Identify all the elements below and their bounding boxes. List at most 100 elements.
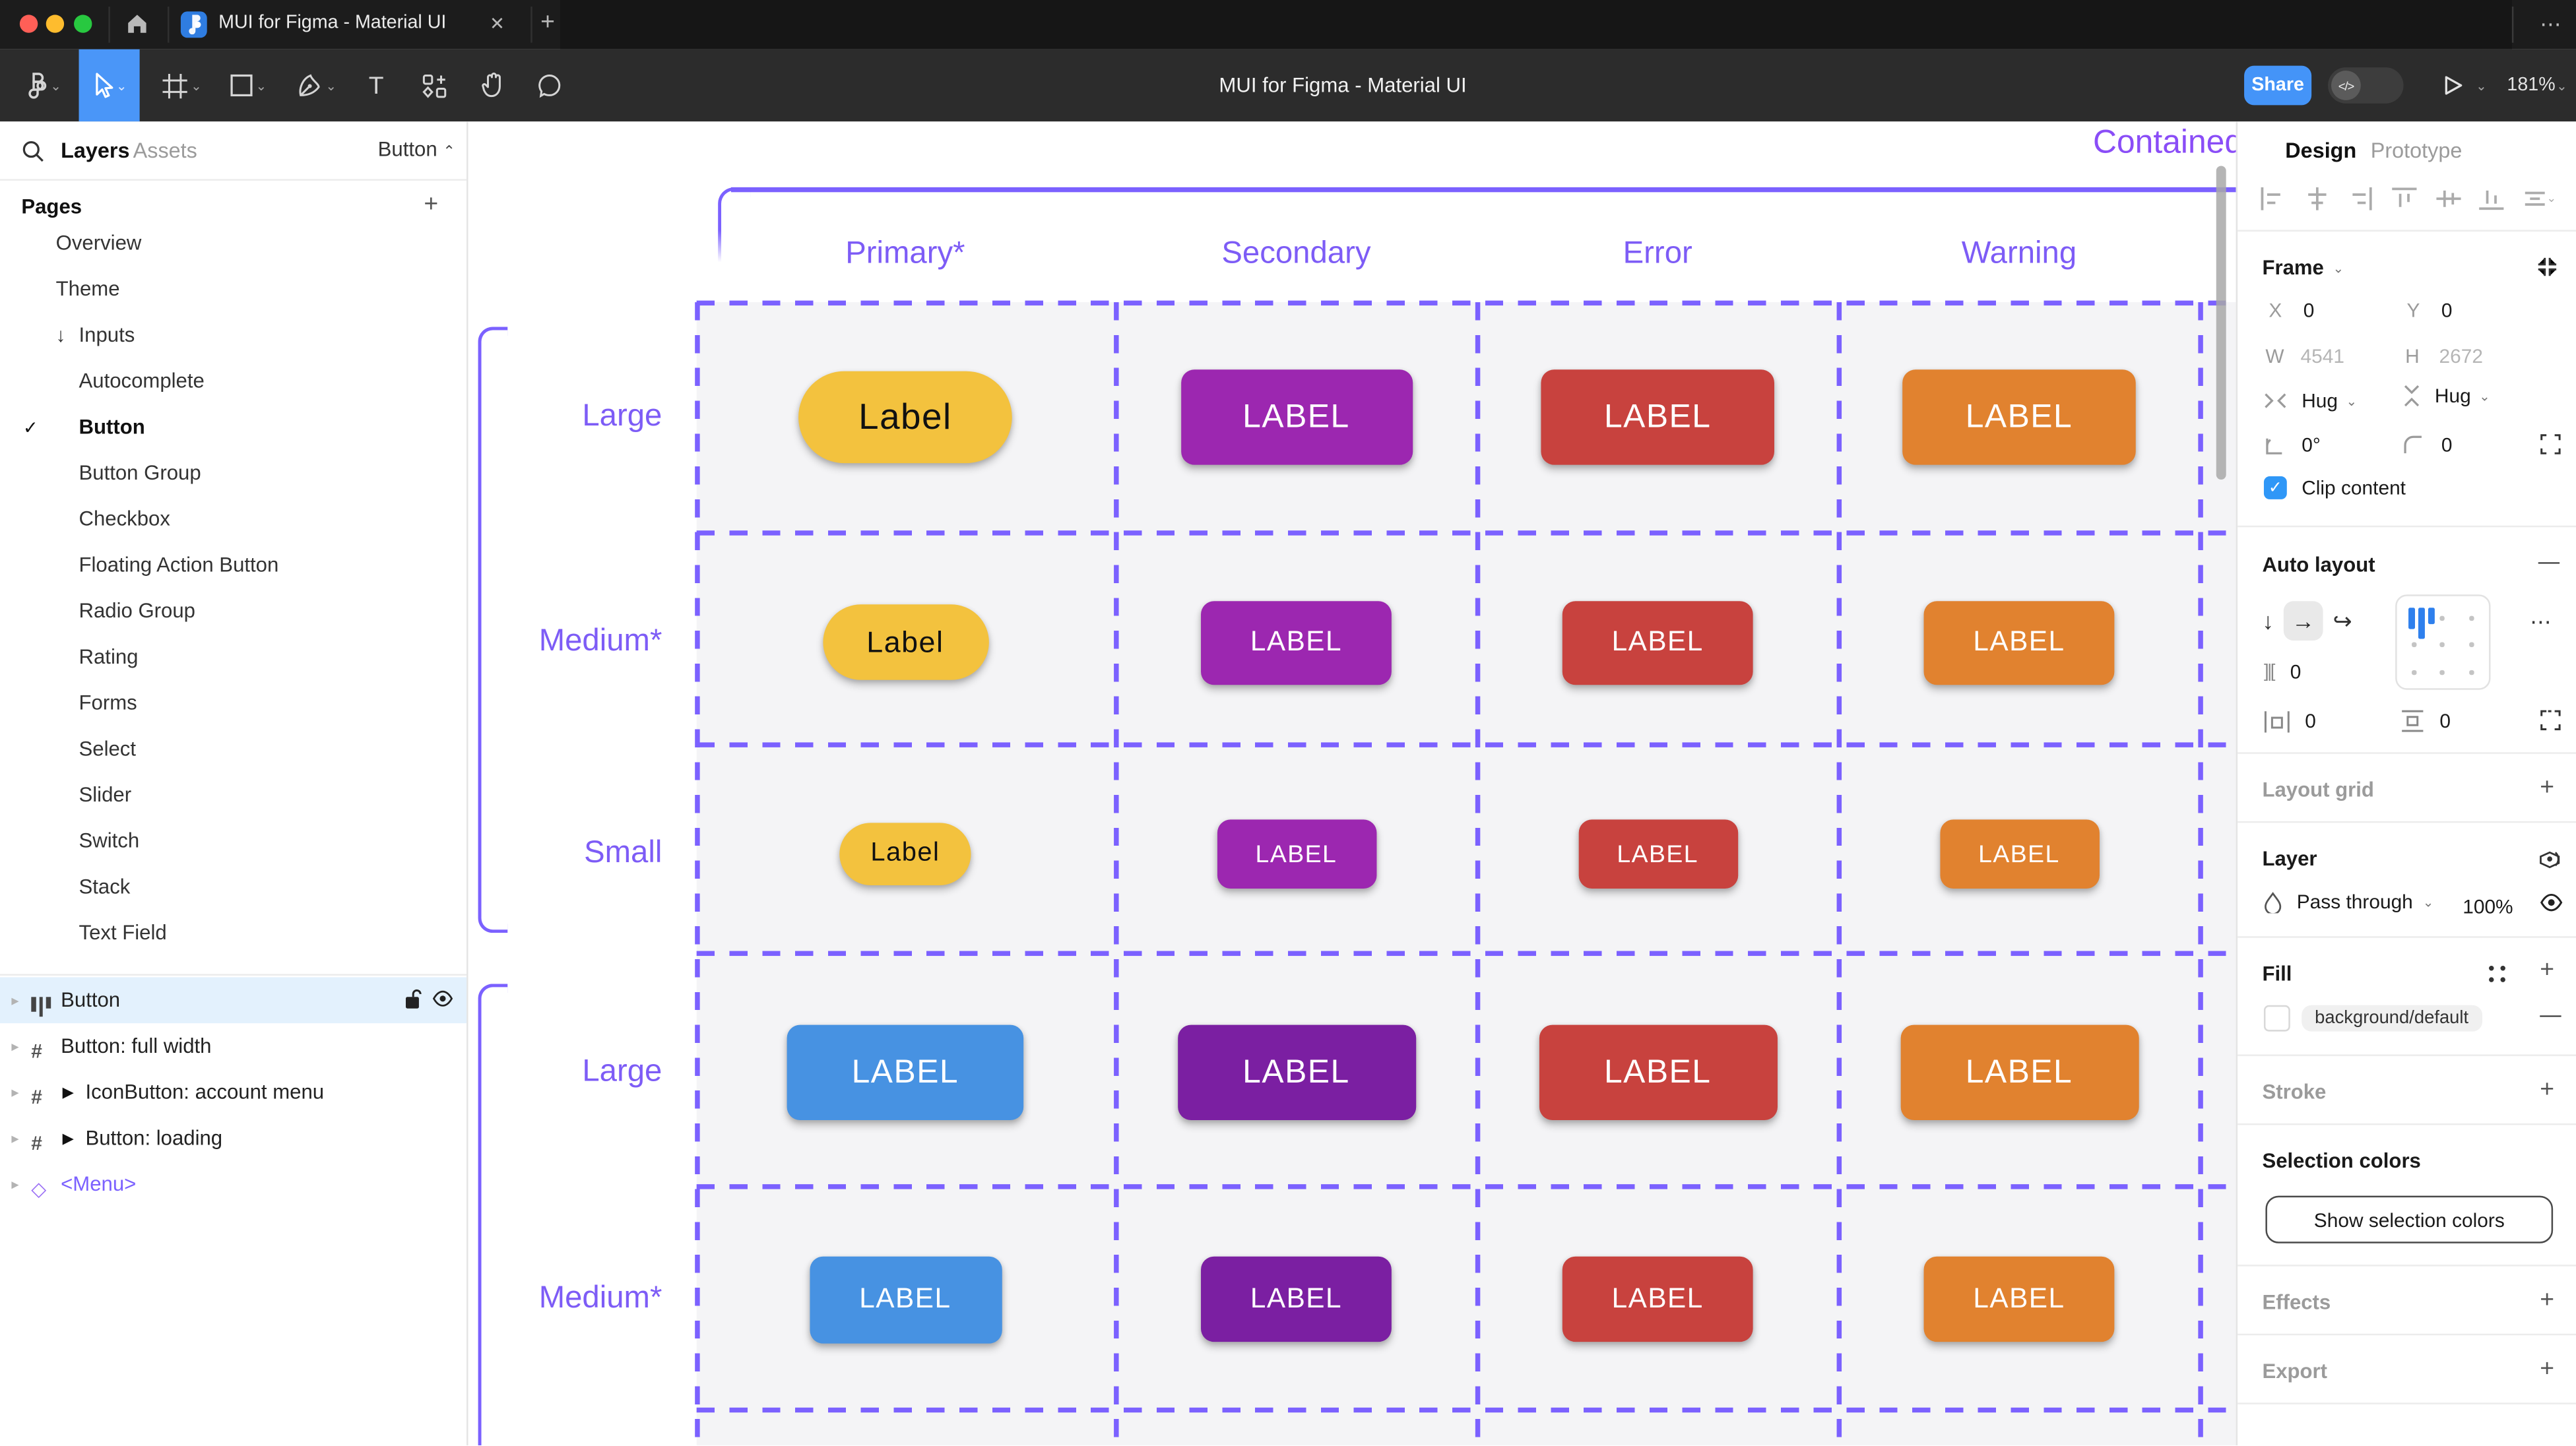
canvas-button-large-0[interactable]: LABEL bbox=[787, 1024, 1024, 1121]
tab-layers[interactable]: Layers bbox=[61, 138, 130, 163]
chevron-right-icon[interactable]: ▸ bbox=[11, 1037, 19, 1054]
vertical-resizing-field[interactable]: Hug ⌄ bbox=[2404, 385, 2490, 407]
canvas-button-large-3[interactable]: LABEL bbox=[1900, 1024, 2139, 1121]
fill-style-token[interactable]: background/default bbox=[2302, 1005, 2482, 1032]
sidebar-page-switch[interactable]: Switch bbox=[0, 818, 467, 864]
text-tool-button[interactable]: T bbox=[368, 71, 384, 100]
canvas-button-small-2[interactable]: LABEL bbox=[1578, 819, 1737, 889]
present-button[interactable] bbox=[2441, 74, 2464, 97]
frame-tool-button[interactable]: ⌄ bbox=[154, 49, 210, 122]
move-tool-button[interactable]: ⌄ bbox=[79, 49, 140, 122]
chevron-right-icon[interactable]: ▸ bbox=[11, 991, 19, 1008]
canvas-button-large-2[interactable]: LABEL bbox=[1541, 369, 1774, 465]
sidebar-page-button[interactable]: ✓ Button bbox=[0, 404, 467, 450]
independent-corners-icon[interactable] bbox=[2540, 433, 2561, 455]
canvas-button-small-1[interactable]: LABEL bbox=[1216, 819, 1376, 889]
horizontal-resizing-field[interactable]: Hug ⌄ bbox=[2264, 389, 2357, 412]
canvas-button-medium-0[interactable]: LABEL bbox=[809, 1255, 1002, 1343]
search-icon[interactable] bbox=[21, 140, 44, 163]
frame-section-title[interactable]: Frame bbox=[2262, 256, 2324, 280]
canvas-button-medium-1[interactable]: LABEL bbox=[1201, 1256, 1392, 1342]
align-right-icon[interactable] bbox=[2348, 187, 2373, 210]
width-field[interactable]: W 4541 bbox=[2265, 344, 2345, 368]
direction-right-icon-selected[interactable]: → bbox=[2283, 601, 2323, 641]
canvas-button-medium-0[interactable]: Label bbox=[822, 604, 988, 680]
add-effect-icon[interactable]: + bbox=[2540, 1286, 2555, 1314]
eye-icon[interactable] bbox=[432, 990, 453, 1007]
chevron-down-icon[interactable]: ⌄ bbox=[2476, 79, 2487, 94]
item-spacing-field[interactable]: ]|[ 0 bbox=[2263, 660, 2302, 683]
dev-mode-toggle[interactable]: </> bbox=[2328, 67, 2404, 104]
checkbox-checked-icon[interactable]: ✓ bbox=[2263, 476, 2287, 499]
resources-tool-button[interactable] bbox=[410, 49, 457, 122]
layer-opacity-value[interactable]: 100% bbox=[2463, 895, 2513, 918]
sidebar-page-rating[interactable]: Rating bbox=[0, 634, 467, 680]
tab-assets[interactable]: Assets bbox=[133, 138, 197, 163]
layer-row-iconbutton-account-menu[interactable]: ▸ # ▶ IconButton: account menu bbox=[0, 1069, 467, 1116]
canvas-button-large-2[interactable]: LABEL bbox=[1538, 1024, 1777, 1121]
fill-styles-icon[interactable] bbox=[2489, 966, 2505, 982]
blend-mode-row[interactable]: Pass through ⌄ bbox=[2264, 890, 2433, 913]
height-field[interactable]: H 2672 bbox=[2405, 344, 2484, 368]
canvas-button-medium-3[interactable]: LABEL bbox=[1923, 1256, 2115, 1342]
tab-prototype[interactable]: Prototype bbox=[2370, 138, 2463, 163]
layer-row-button[interactable]: ▸ Button bbox=[0, 977, 467, 1024]
sidebar-page-stack[interactable]: Stack bbox=[0, 864, 467, 910]
play-icon[interactable]: ▶ bbox=[62, 1083, 74, 1100]
add-page-icon[interactable]: + bbox=[424, 190, 439, 219]
wrap-icon[interactable]: ↩ bbox=[2333, 606, 2352, 633]
align-v-center-icon[interactable] bbox=[2435, 187, 2461, 210]
new-tab-button[interactable]: + bbox=[540, 8, 555, 36]
chevron-right-icon[interactable]: ▸ bbox=[11, 1175, 19, 1192]
align-h-center-icon[interactable] bbox=[2304, 187, 2329, 210]
align-left-icon[interactable] bbox=[2261, 187, 2285, 210]
tab-close-icon[interactable]: ✕ bbox=[489, 15, 505, 35]
sidebar-page-checkbox[interactable]: Checkbox bbox=[0, 496, 467, 542]
layer-row-button-full-width[interactable]: ▸ # Button: full width bbox=[0, 1023, 467, 1069]
layer-row-button-loading[interactable]: ▸ # ▶ Button: loading bbox=[0, 1116, 467, 1162]
canvas-button-small-3[interactable]: LABEL bbox=[1939, 819, 2099, 889]
vertical-padding-field[interactable]: 0 bbox=[2402, 710, 2451, 732]
eye-icon[interactable] bbox=[2540, 893, 2563, 912]
chevron-right-icon[interactable]: ▸ bbox=[11, 1129, 19, 1146]
layer-row--menu-[interactable]: ▸ ◇ <Menu> bbox=[0, 1161, 467, 1207]
sidebar-page-slider[interactable]: Slider bbox=[0, 772, 467, 818]
collapse-panel-icon[interactable] bbox=[2536, 256, 2558, 277]
remove-fill-icon[interactable]: — bbox=[2540, 1001, 2561, 1027]
window-zoom-button[interactable] bbox=[74, 15, 92, 33]
sidebar-page-forms[interactable]: Forms bbox=[0, 680, 467, 726]
independent-padding-icon[interactable] bbox=[2540, 710, 2561, 731]
rotation-field[interactable]: 0° bbox=[2264, 433, 2321, 456]
canvas-button-large-1[interactable]: LABEL bbox=[1180, 369, 1412, 465]
chevron-down-icon[interactable]: ⌄ bbox=[2333, 261, 2344, 276]
comment-tool-button[interactable] bbox=[526, 49, 572, 122]
sidebar-page-floating-action-button[interactable]: Floating Action Button bbox=[0, 542, 467, 588]
canvas-scrollbar[interactable] bbox=[2216, 166, 2226, 480]
expand-arrow-icon[interactable]: ↓ bbox=[55, 323, 66, 347]
show-selection-colors-button[interactable]: Show selection colors bbox=[2265, 1195, 2554, 1243]
window-close-button[interactable] bbox=[19, 15, 38, 33]
sidebar-page-select[interactable]: Select bbox=[0, 726, 467, 772]
browser-tab-active[interactable]: MUI for Figma - Material UI ✕ bbox=[168, 0, 531, 49]
share-button[interactable]: Share bbox=[2244, 65, 2312, 106]
add-layout-grid-icon[interactable]: + bbox=[2540, 773, 2555, 802]
align-top-icon[interactable] bbox=[2392, 187, 2417, 210]
chevron-down-icon[interactable]: ⌄ bbox=[2556, 79, 2567, 94]
canvas[interactable]: Contained Primary* Secondary Error Warning … bbox=[468, 121, 2236, 1446]
distribute-menu-icon[interactable]: ⌄ bbox=[2525, 191, 2557, 206]
pen-tool-button[interactable]: ⌄ bbox=[289, 49, 345, 122]
window-minimize-button[interactable] bbox=[46, 15, 65, 33]
sidebar-page-autocomplete[interactable]: Autocomplete bbox=[0, 358, 467, 404]
fill-row[interactable]: background/default bbox=[2263, 1005, 2482, 1032]
sidebar-page-button-group[interactable]: Button Group bbox=[0, 450, 467, 496]
zoom-level[interactable]: 181% bbox=[2507, 75, 2556, 96]
sidebar-page-overview[interactable]: Overview bbox=[0, 220, 467, 267]
fill-color-swatch[interactable] bbox=[2263, 1005, 2290, 1032]
add-stroke-icon[interactable]: + bbox=[2540, 1075, 2555, 1104]
canvas-button-large-1[interactable]: LABEL bbox=[1176, 1024, 1415, 1121]
canvas-button-medium-3[interactable]: LABEL bbox=[1923, 600, 2115, 685]
sidebar-page-theme[interactable]: Theme bbox=[0, 266, 467, 312]
alignment-pad[interactable] bbox=[2395, 594, 2491, 690]
